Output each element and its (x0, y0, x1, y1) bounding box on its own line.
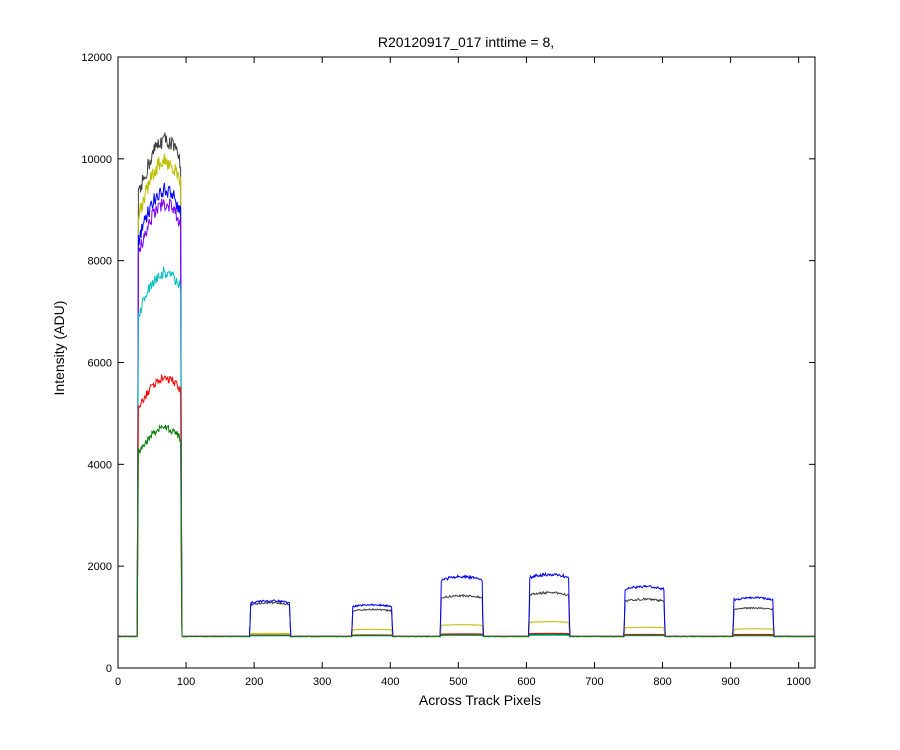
x-tick-label: 700 (585, 676, 603, 688)
y-tick-label: 6000 (88, 358, 112, 370)
x-tick-label: 400 (381, 676, 399, 688)
x-tick-label: 900 (721, 676, 739, 688)
plot-area (118, 57, 815, 668)
x-tick-label: 600 (517, 676, 535, 688)
x-ticks: 0 100 200 300 400 500 600 700 800 900 1000 (115, 57, 811, 688)
y-tick-label: 8000 (88, 256, 112, 268)
y-tick-label: 12000 (81, 52, 112, 64)
y-tick-label: 0 (106, 663, 112, 675)
x-tick-label: 100 (177, 676, 195, 688)
y-axis-label: Intensity (ADU) (51, 301, 67, 396)
series-line-6 (117, 424, 815, 638)
x-tick-label: 500 (449, 676, 467, 688)
x-tick-label: 1000 (786, 676, 810, 688)
series-layer (117, 132, 815, 638)
x-tick-label: 0 (115, 676, 121, 688)
chart-title: R20120917_017 inttime = 8, (378, 34, 554, 50)
y-tick-label: 4000 (88, 459, 112, 471)
y-tick-label: 2000 (88, 561, 112, 573)
x-tick-label: 300 (313, 676, 331, 688)
x-axis-label: Across Track Pixels (419, 692, 541, 708)
x-tick-label: 200 (245, 676, 263, 688)
y-ticks: 0 2000 4000 6000 8000 10000 12000 (81, 52, 815, 675)
y-tick-label: 10000 (81, 154, 112, 166)
x-tick-label: 800 (653, 676, 671, 688)
